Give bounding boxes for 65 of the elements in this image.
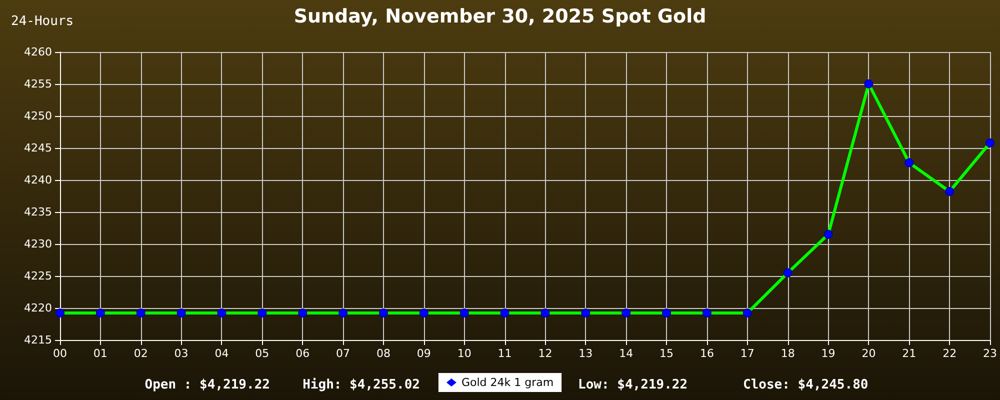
x-tick-label: 04 — [214, 347, 229, 360]
point — [419, 308, 428, 318]
point — [500, 308, 510, 318]
point — [783, 268, 792, 278]
point — [662, 308, 672, 318]
point — [56, 308, 64, 318]
x-tick-label: 18 — [780, 347, 795, 360]
point — [622, 308, 631, 318]
x-tick-label: 06 — [296, 347, 310, 360]
point — [378, 308, 388, 318]
y-tick-label: 4255 — [24, 78, 52, 90]
point — [540, 308, 550, 318]
y-tick-label: 4250 — [24, 110, 52, 122]
y-tick-label: 4220 — [24, 302, 52, 314]
point — [298, 308, 308, 318]
x-tick-label: 08 — [376, 347, 390, 360]
point — [904, 158, 914, 168]
text: Low: $4,219.22 — [578, 378, 688, 392]
point — [824, 230, 833, 239]
x-tick-label: 05 — [255, 347, 270, 360]
chart-title: Sunday, November 30, 2025 Spot Gold — [294, 6, 706, 28]
point — [258, 308, 267, 318]
x-tick-label: 22 — [942, 347, 957, 360]
x-tick-label: 21 — [902, 347, 916, 360]
point — [581, 308, 590, 318]
legend-label: Gold 24k 1 gram — [461, 376, 554, 389]
x-tick-label: 09 — [416, 347, 431, 360]
text: Close: $4,245.80 — [743, 378, 868, 392]
x-tick-label: 20 — [862, 347, 876, 360]
y-tick-label: 4225 — [24, 270, 52, 282]
y-tick-label: 4235 — [24, 206, 52, 218]
x-tick-label: 15 — [660, 347, 674, 360]
y-tick-label: 4215 — [24, 334, 52, 346]
y-tick-label: 4245 — [24, 142, 52, 154]
y-tick-label: 4230 — [24, 238, 52, 250]
point — [338, 308, 348, 318]
point — [945, 187, 954, 196]
text: Open : $4,219.22 — [144, 378, 270, 392]
x-tick-label: 03 — [174, 347, 188, 360]
text: High: $4,255.02 — [302, 378, 420, 392]
point — [136, 308, 146, 318]
x-tick-label: 00 — [53, 347, 67, 360]
x-tick-label: 01 — [93, 347, 108, 360]
x-tick-label: 02 — [134, 347, 148, 360]
x-tick-label: 12 — [538, 347, 552, 360]
point — [986, 138, 994, 148]
point — [702, 308, 712, 318]
point — [742, 308, 752, 318]
x-tick-label: 17 — [740, 347, 754, 360]
y-tick-label: 4260 — [24, 46, 52, 58]
x-tick-label: 13 — [578, 347, 593, 360]
y-tick-label: 4240 — [24, 174, 52, 186]
point — [864, 79, 874, 88]
point — [176, 308, 186, 318]
x-tick-label: 19 — [821, 347, 836, 360]
x-tick-label: 14 — [619, 347, 634, 360]
point — [217, 308, 226, 318]
x-tick-label: 11 — [498, 347, 512, 360]
point — [460, 308, 469, 318]
x-tick-label: 23 — [983, 347, 997, 360]
x-tick-label: 10 — [457, 347, 472, 360]
chart-subtitle: 24-Hours — [11, 14, 74, 29]
x-tick-label: 07 — [336, 347, 350, 360]
point — [96, 308, 105, 318]
x-tick-label: 16 — [700, 347, 714, 360]
